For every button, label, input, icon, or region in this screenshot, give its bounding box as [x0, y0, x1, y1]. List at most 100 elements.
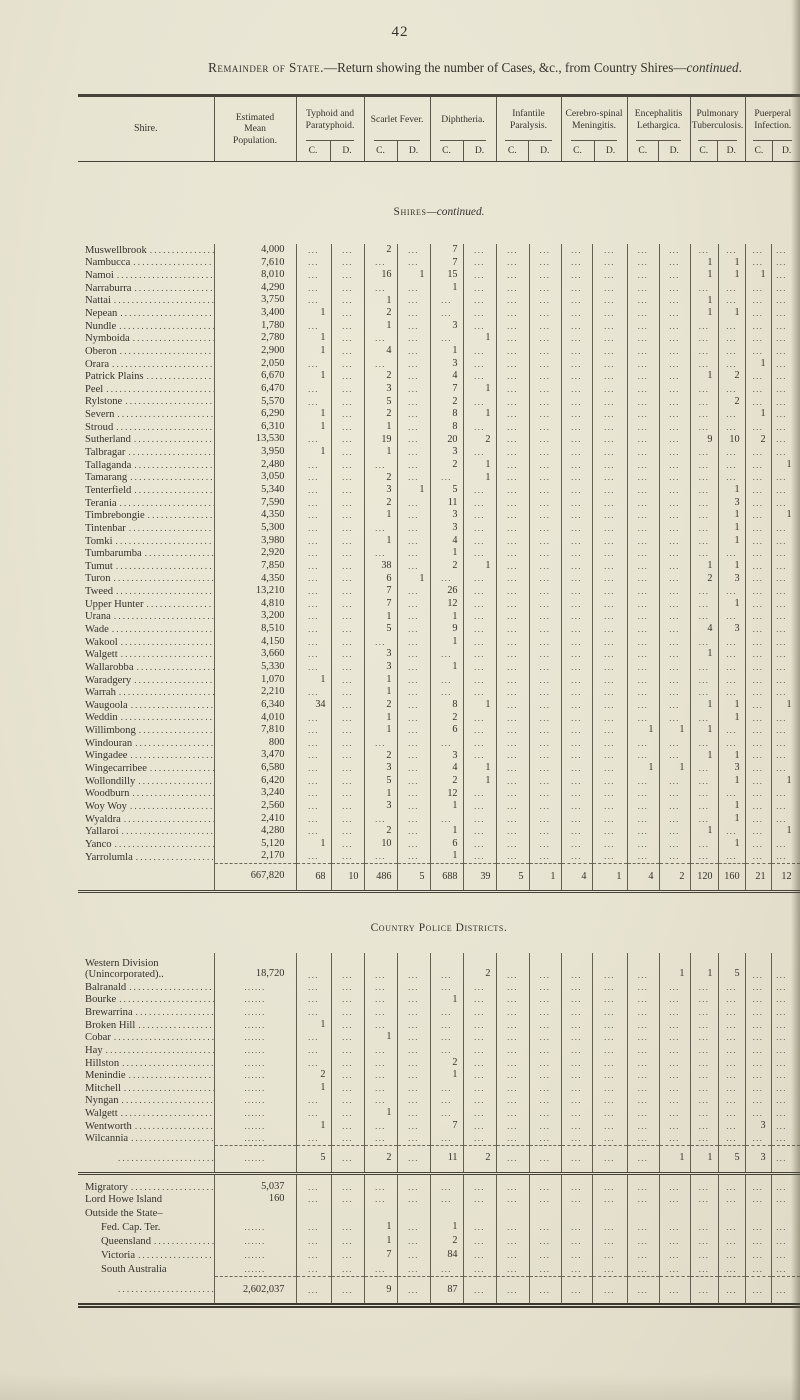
deaths-value-cell: 10: [330, 862, 364, 893]
col-subheader-deaths: D.: [605, 145, 616, 157]
deaths-value-cell: ...: [658, 1262, 691, 1277]
cases-value-cell: ...: [689, 610, 719, 624]
deaths-value-cell: ...: [396, 1044, 430, 1057]
dot-leader: [135, 777, 213, 786]
deaths-value-cell: ...: [658, 850, 691, 864]
cases-value-cell: ...: [363, 850, 397, 864]
deaths-value-cell: ...: [528, 458, 561, 472]
cases-value-cell: 4: [429, 370, 463, 384]
deaths-value-cell: ...: [658, 484, 691, 497]
cases-value-cell: ...: [744, 736, 772, 750]
cases-value-cell: [626, 1206, 660, 1221]
population-cell: 3,400: [213, 307, 296, 320]
deaths-value-cell: ...: [658, 800, 691, 813]
dot-leader: [128, 1183, 214, 1192]
table-row: Migratory5,037..........................…: [78, 1173, 800, 1193]
cases-value-cell: ...: [744, 699, 772, 712]
population-cell: ......: [213, 1119, 296, 1133]
deaths-value-cell: ...: [528, 256, 561, 270]
cases-value-cell: 1: [429, 547, 463, 561]
cases-value-cell: ...: [560, 1006, 592, 1019]
title-lead: Remainder of State.: [208, 60, 324, 75]
cases-value-cell: ...: [689, 787, 719, 801]
cases-value-cell: ...: [495, 1234, 529, 1249]
deaths-value-cell: ...: [591, 812, 628, 826]
cases-value-cell: 2: [429, 1234, 463, 1249]
cases-value-cell: ...: [560, 383, 592, 396]
population-cell: ......: [213, 1144, 296, 1175]
cases-value-cell: ...: [495, 585, 529, 598]
deaths-value-cell: ...: [396, 838, 430, 851]
shire-name-cell: Weddin: [78, 712, 214, 725]
dot-leader: [127, 802, 214, 811]
cases-value-cell: ...: [626, 1044, 660, 1057]
table-row: Wingecarribee6,580......3...41..........…: [78, 762, 800, 775]
cases-value-cell: ...: [626, 269, 660, 282]
cases-value-cell: ...: [295, 509, 331, 523]
cases-value-cell: ...: [495, 420, 529, 434]
deaths-value-cell: ...: [396, 648, 430, 662]
deaths-value-cell: ...: [717, 1069, 746, 1083]
deaths-value-cell: 3: [717, 572, 746, 586]
deaths-value-cell: ...: [462, 370, 496, 384]
cases-value-cell: ...: [495, 1056, 529, 1070]
deaths-value-cell: ...: [528, 1144, 561, 1175]
cases-value-cell: [295, 1206, 331, 1221]
cases-value-cell: ...: [744, 850, 772, 864]
deaths-value-cell: ...: [658, 673, 691, 687]
deaths-value-cell: ...: [658, 1132, 691, 1146]
cases-value-cell: ...: [295, 357, 331, 371]
shire-name-cell: Oberon: [78, 345, 214, 358]
deaths-value-cell: ...: [658, 648, 691, 662]
cases-value-cell: 1: [363, 1031, 397, 1045]
cases-value-cell: ...: [560, 749, 592, 763]
deaths-value-cell: ...: [591, 736, 628, 750]
deaths-value-cell: ...: [462, 993, 496, 1007]
cases-value-cell: ...: [560, 1144, 592, 1175]
cases-value-cell: 1: [295, 408, 331, 421]
dot-leader: [111, 612, 214, 621]
population-cell: 3,950: [213, 446, 296, 459]
deaths-value-cell: ...: [717, 980, 746, 994]
cases-value-cell: ...: [744, 1031, 772, 1045]
section-heading-row: Country Police Districts.: [78, 891, 800, 953]
cases-value-cell: ...: [744, 244, 772, 257]
deaths-value-cell: ...: [591, 446, 628, 459]
col-header-disease: Scarlet Fever. C. D.: [363, 94, 430, 162]
cases-value-cell: ...: [560, 547, 592, 561]
cases-value-cell: ...: [295, 825, 331, 839]
deaths-value-cell: ...: [591, 560, 628, 573]
deaths-value-cell: ...: [462, 496, 496, 510]
deaths-value-cell: ...: [462, 1132, 496, 1146]
col-subheader-cases: C.: [297, 141, 331, 161]
cases-value-cell: 6: [363, 572, 397, 586]
deaths-value-cell: ...: [462, 1119, 496, 1133]
deaths-value-cell: ...: [462, 319, 496, 333]
cases-value-cell: 9: [689, 433, 719, 447]
deaths-value-cell: ...: [330, 825, 364, 839]
cases-value-cell: 26: [429, 585, 463, 598]
cases-value-cell: ...: [689, 585, 719, 598]
cases-value-cell: ...: [626, 610, 660, 624]
shire-name-cell: Victoria: [78, 1249, 214, 1263]
cases-value-cell: ...: [495, 850, 529, 864]
cases-value-cell: 4: [560, 862, 592, 893]
cases-value-cell: 16: [363, 269, 397, 282]
table-row: Stroud6,3101...1...8....................…: [78, 420, 800, 434]
cases-value-cell: ...: [626, 471, 660, 485]
col-subheader-deaths: D.: [474, 145, 485, 157]
deaths-value-cell: ...: [396, 787, 430, 801]
cases-value-cell: ...: [560, 585, 592, 598]
deaths-value-cell: ...: [462, 597, 496, 611]
cases-value-cell: ...: [363, 1192, 397, 1207]
cases-value-cell: ...: [626, 496, 660, 510]
cases-value-cell: ...: [689, 838, 719, 851]
deaths-value-cell: ...: [330, 980, 364, 994]
cases-value-cell: ...: [744, 952, 772, 981]
cases-value-cell: ...: [626, 332, 660, 346]
cases-value-cell: 21: [744, 862, 772, 893]
table-row: Turon4,350......61......................…: [78, 572, 800, 586]
deaths-value-cell: ...: [462, 572, 496, 586]
deaths-value-cell: ...: [528, 269, 561, 282]
deaths-value-cell: ...: [528, 812, 561, 826]
